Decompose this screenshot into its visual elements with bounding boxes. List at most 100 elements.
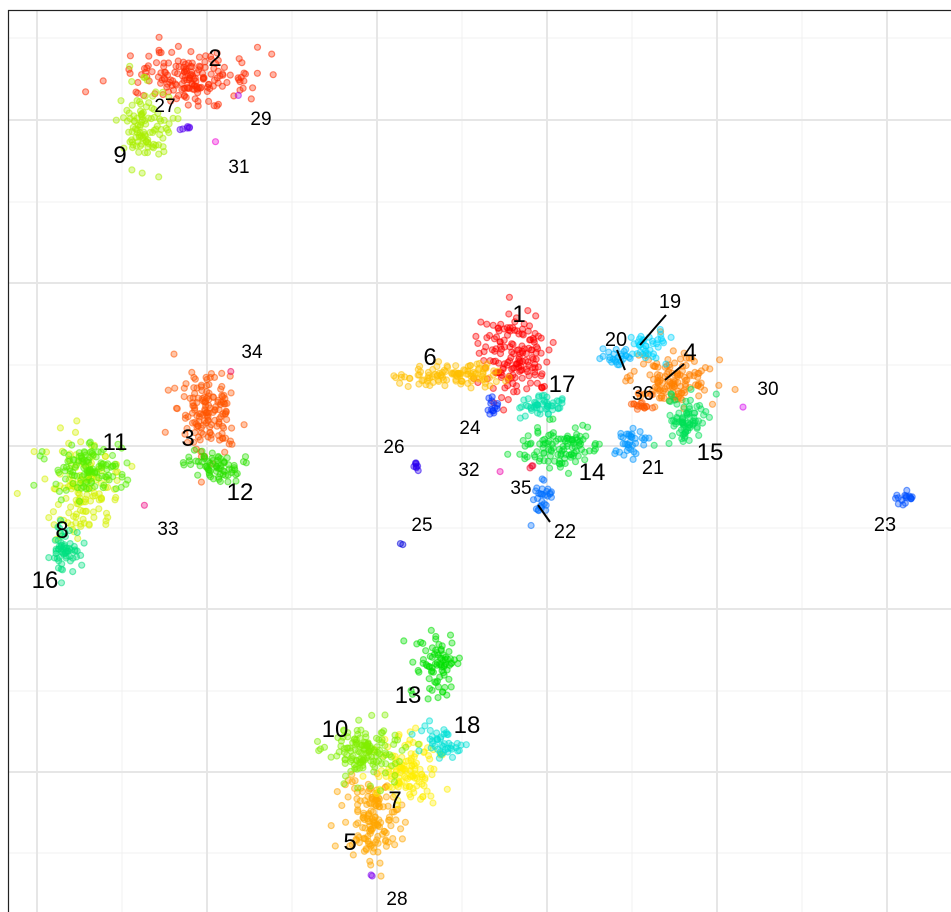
data-point-cluster-8 (64, 519, 72, 527)
data-point-cluster-5 (352, 835, 360, 844)
data-point-cluster-8 (97, 494, 106, 502)
data-point-cluster-2 (168, 48, 176, 57)
data-point-cluster-13 (445, 675, 453, 683)
data-point-cluster-20 (596, 355, 604, 363)
label-leader-line (639, 314, 667, 346)
data-point-cluster-12 (231, 466, 239, 474)
data-point-cluster-10 (381, 769, 389, 777)
data-point-cluster-22 (546, 489, 554, 497)
data-point-cluster-1 (518, 347, 527, 355)
data-point-cluster-5 (398, 835, 406, 843)
data-point-cluster-1 (498, 394, 506, 402)
data-point-cluster-9 (169, 114, 177, 122)
data-point-cluster-3 (205, 381, 213, 389)
data-point-cluster-7 (413, 782, 421, 790)
data-point-cluster-13 (407, 686, 415, 695)
data-point-cluster-15 (699, 411, 708, 419)
data-point-cluster-6 (481, 375, 489, 383)
data-point-cluster-28 (367, 871, 375, 879)
data-point-cluster-6 (420, 376, 428, 384)
data-point-cluster-5 (401, 818, 409, 826)
data-point-cluster-8 (72, 510, 81, 518)
data-point-cluster-7 (418, 770, 426, 779)
data-point-cluster-6 (458, 377, 466, 385)
data-point-cluster-24 (494, 400, 502, 408)
data-point-cluster-25 (396, 539, 404, 548)
data-point-cluster-10 (315, 746, 323, 755)
data-point-cluster-10 (414, 740, 422, 748)
data-point-cluster-12 (190, 446, 198, 454)
data-point-cluster-2 (157, 79, 165, 87)
label-leader-line (616, 349, 626, 371)
data-point-cluster-21 (640, 441, 648, 449)
data-point-cluster-7 (375, 773, 383, 781)
data-point-cluster-2 (157, 48, 165, 57)
data-point-cluster-1 (533, 379, 541, 387)
data-point-cluster-6 (451, 368, 459, 377)
data-point-cluster-14 (571, 424, 579, 432)
data-point-cluster-11 (108, 451, 117, 460)
data-point-cluster-7 (411, 774, 419, 782)
data-point-cluster-9 (153, 122, 161, 130)
data-point-cluster-16 (51, 536, 59, 544)
data-point-cluster-8 (128, 462, 136, 470)
data-point-cluster-10 (398, 746, 406, 755)
data-point-cluster-15 (683, 411, 691, 419)
data-point-cluster-4 (697, 379, 705, 387)
data-point-cluster-17 (540, 396, 548, 404)
data-point-cluster-3 (161, 428, 169, 436)
data-point-cluster-3 (188, 368, 196, 376)
data-point-cluster-9 (165, 93, 173, 101)
data-point-cluster-14 (550, 457, 559, 465)
data-point-cluster-22 (529, 496, 538, 504)
data-point-cluster-10 (368, 753, 376, 761)
data-point-cluster-16 (69, 554, 77, 562)
data-point-cluster-7 (429, 799, 437, 807)
data-point-cluster-4 (682, 354, 690, 362)
data-point-cluster-13 (447, 683, 455, 691)
data-point-cluster-9 (138, 169, 146, 177)
data-point-cluster-8 (74, 534, 82, 543)
data-point-cluster-3 (223, 416, 231, 424)
data-point-cluster-4 (690, 372, 698, 380)
data-point-cluster-16 (61, 548, 70, 556)
data-point-cluster-16 (73, 528, 81, 537)
data-point-cluster-5 (384, 802, 392, 810)
data-point-cluster-7 (412, 724, 420, 732)
data-point-cluster-5 (369, 808, 377, 816)
data-point-cluster-15 (685, 421, 694, 429)
data-point-cluster-15 (667, 391, 676, 399)
cluster-label-29: 29 (250, 109, 271, 130)
data-point-cluster-22 (539, 490, 547, 498)
data-point-cluster-12 (223, 454, 231, 462)
data-point-cluster-16 (57, 543, 65, 551)
data-point-cluster-11 (62, 463, 71, 471)
data-point-cluster-13 (432, 679, 440, 687)
data-point-cluster-5 (359, 814, 367, 822)
data-point-cluster-1 (524, 327, 532, 335)
data-point-cluster-5 (377, 872, 385, 880)
data-point-cluster-21 (628, 441, 637, 449)
data-point-cluster-1 (509, 388, 518, 396)
data-point-cluster-5 (388, 808, 396, 816)
data-point-cluster-9 (141, 92, 149, 100)
data-point-cluster-14 (545, 446, 553, 454)
data-point-cluster-17 (516, 404, 524, 412)
data-point-cluster-10 (387, 753, 395, 761)
leader-lines (537, 314, 685, 523)
data-point-cluster-16 (78, 561, 86, 569)
data-point-cluster-11 (77, 454, 86, 462)
data-point-cluster-1 (515, 355, 523, 363)
data-point-cluster-18 (435, 754, 443, 762)
data-point-cluster-7 (406, 790, 414, 799)
data-point-cluster-10 (357, 758, 365, 766)
data-point-cluster-18 (453, 739, 461, 748)
data-point-cluster-9 (128, 144, 137, 152)
data-point-cluster-5 (389, 834, 397, 843)
data-point-cluster-10 (353, 726, 361, 735)
data-point-cluster-12 (185, 457, 193, 465)
data-point-cluster-13 (437, 654, 446, 662)
data-point-cluster-18 (436, 735, 445, 743)
data-point-cluster-11 (30, 481, 38, 489)
